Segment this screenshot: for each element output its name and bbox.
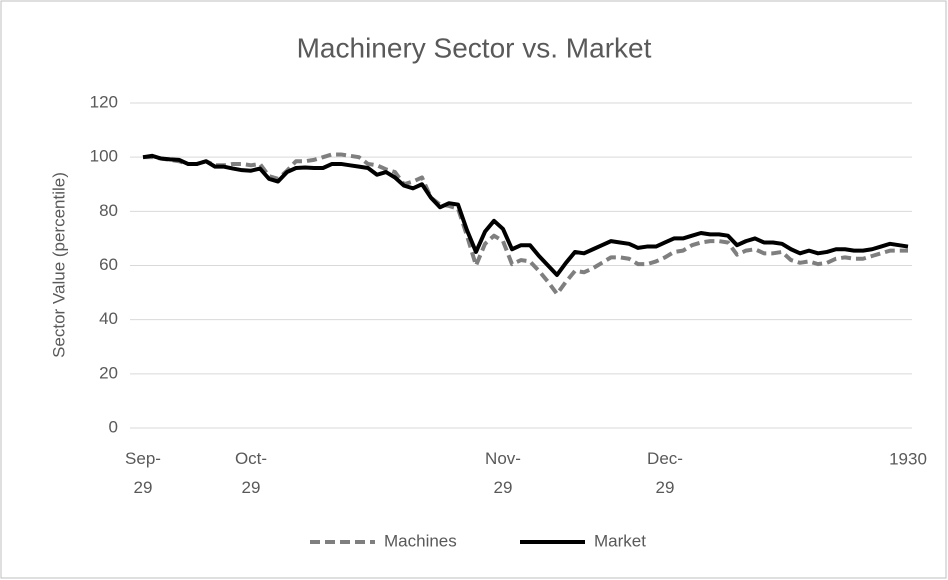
x-tick-label: Sep-29 (125, 449, 161, 497)
x-tick-label: Nov-29 (485, 449, 521, 497)
y-tick-label: 40 (99, 309, 118, 328)
y-tick-label: 20 (99, 363, 118, 382)
y-tick-label: 60 (99, 255, 118, 274)
legend-label: Machines (384, 531, 457, 550)
y-tick-label: 80 (99, 201, 118, 220)
y-axis-label: Sector Value (percentile) (49, 172, 68, 358)
x-tick-label: Oct-29 (235, 449, 267, 497)
legend-label: Market (594, 531, 646, 550)
x-tick-label: Dec-29 (647, 449, 683, 497)
y-tick-label: 100 (90, 147, 118, 166)
chart-title: Machinery Sector vs. Market (297, 32, 652, 63)
data-line (143, 152, 908, 296)
x-tick-label: 1930 (889, 449, 927, 468)
y-tick-label: 120 (90, 92, 118, 111)
y-tick-label: 0 (109, 417, 118, 436)
data-line (142, 153, 909, 277)
